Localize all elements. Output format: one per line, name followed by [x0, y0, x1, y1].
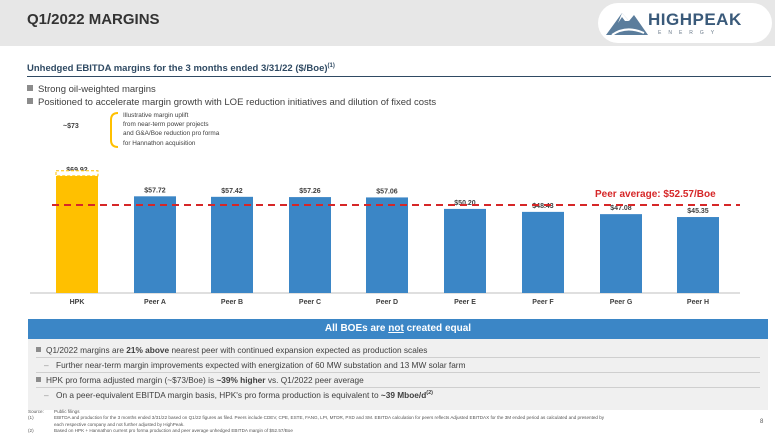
category-label: Peer H: [687, 299, 709, 306]
panel-header-text: All BOEs are: [324, 323, 389, 334]
bullet-square-icon: [27, 85, 33, 91]
data-label: $57.26: [299, 188, 321, 195]
data-label: $50.20: [454, 200, 476, 207]
bullet-square-icon: [36, 347, 41, 352]
pro-forma-uplift-box: [55, 170, 99, 177]
bar-peer-c: [289, 197, 331, 293]
dash-bullet-icon: –: [44, 390, 49, 400]
data-label: $57.06: [376, 188, 398, 195]
subtitle-text: Unhedged EBITDA margins for the 3 months…: [27, 63, 328, 75]
panel-text: vs. Q1/2022 peer average: [265, 375, 364, 385]
footnote: Source: Public filings: [28, 409, 758, 415]
category-label: Peer B: [221, 299, 243, 306]
bar-peer-b: [211, 196, 253, 293]
bar-peer-e: [444, 208, 486, 293]
panel-sub-bullet: – Further near-term margin improvements e…: [36, 360, 465, 370]
category-label: HPK: [70, 299, 85, 306]
panel-emphasis: 21% above: [126, 345, 170, 355]
pro-forma-approx-label: ~$73: [63, 123, 79, 130]
panel-divider: [36, 357, 760, 358]
category-label: Peer A: [144, 299, 166, 306]
annotation-line: for Hannathon acquisition: [123, 139, 196, 147]
panel-text: nearest peer with continued expansion ex…: [169, 345, 428, 355]
panel-bullet: HPK pro forma adjusted margin (~$73/Boe)…: [36, 375, 364, 385]
logo-sub: ENERGY: [658, 30, 722, 36]
bar-peer-g: [600, 214, 642, 293]
uplift-annotation: Illustrative margin uplift from near-ter…: [123, 111, 233, 148]
footnote-text: Public filings: [54, 409, 80, 414]
annotation-line: from near-term power projects: [123, 121, 209, 129]
page-title: Q1/2022 MARGINS: [27, 11, 160, 28]
bar-hpk: [56, 175, 98, 293]
panel-header-underlined: not: [388, 323, 404, 334]
category-label: Peer G: [610, 299, 633, 306]
panel-text: On a peer-equivalent EBITDA margin basis…: [56, 390, 381, 400]
footnote-number: (1): [28, 415, 34, 421]
panel-text: HPK pro forma adjusted margin (~$73/Boe)…: [46, 375, 217, 385]
data-label: $47.08: [610, 205, 632, 212]
panel-header-text: created equal: [403, 323, 472, 334]
bar-peer-d: [366, 197, 408, 293]
panel-bullet: Q1/2022 margins are 21% above nearest pe…: [36, 345, 427, 355]
bullet-1: Strong oil-weighted margins: [27, 84, 156, 95]
footnote: (1) EBITDA and production for the 3 month…: [28, 415, 758, 421]
footnote: (2) Based on HPK + Hannathon current pro …: [28, 428, 758, 434]
data-label: $45.35: [687, 208, 709, 215]
footnote: each respective company and not further …: [28, 422, 758, 428]
bar-peer-h: [677, 217, 719, 293]
data-label: $57.42: [221, 188, 243, 195]
bullet-text: Strong oil-weighted margins: [38, 84, 156, 95]
panel-emphasis: ~39% higher: [216, 375, 266, 385]
company-logo: HIGHPEAK ENERGY: [598, 3, 772, 43]
header-bar: Q1/2022 MARGINS HIGHPEAK ENERGY: [0, 0, 775, 46]
category-label: Peer D: [376, 299, 398, 306]
callout-panel: All BOEs are not created equal Q1/2022 m…: [28, 319, 768, 410]
data-label: $48.43: [532, 203, 554, 210]
annotation-bracket-icon: [110, 112, 119, 148]
footnote-number: Source:: [28, 409, 44, 414]
footnote-text: EBITDA and production for the 3 months e…: [54, 415, 605, 421]
dash-bullet-icon: –: [44, 360, 49, 370]
category-label: Peer C: [299, 299, 321, 306]
bullet-text: Positioned to accelerate margin growth w…: [38, 97, 437, 108]
annotation-line: Illustrative margin uplift: [123, 112, 189, 119]
panel-text: Q1/2022 margins are: [46, 345, 127, 355]
subtitle-note: (1): [327, 63, 335, 69]
bullet-2: Positioned to accelerate margin growth w…: [27, 97, 436, 108]
bullet-square-icon: [27, 98, 33, 104]
peer-average-label: Peer average: $52.57/Boe: [595, 189, 716, 200]
page-number: 8: [760, 419, 764, 425]
mountain-logo-icon: [606, 13, 648, 36]
subtitle-rule: [27, 76, 771, 77]
footnote-number: (2): [28, 427, 34, 433]
panel-emphasis: (2): [426, 390, 434, 397]
bar-peer-f: [522, 211, 564, 293]
bullet-square-icon: [36, 377, 41, 382]
panel-header: All BOEs are not created equal: [28, 319, 768, 339]
chart-subtitle: Unhedged EBITDA margins for the 3 months…: [27, 63, 335, 74]
panel-text: Further near-term margin improvements ex…: [56, 360, 466, 370]
panel-sub-bullet: – On a peer-equivalent EBITDA margin basi…: [36, 390, 433, 400]
logo-word: HIGHPEAK: [648, 10, 742, 29]
footnotes: Source: Public filings (1) EBITDA and prod…: [28, 409, 758, 434]
category-label: Peer E: [454, 299, 476, 306]
panel-emphasis: ~39 Mboe/d: [380, 390, 427, 400]
panel-divider: [36, 387, 760, 388]
category-label: Peer F: [532, 299, 554, 306]
footnote-text: Based on HPK + Hannathon current pro for…: [54, 427, 293, 433]
bar-peer-a: [134, 196, 176, 293]
annotation-line: and G&A/Boe reduction pro forma: [123, 130, 220, 138]
data-label: $57.72: [144, 187, 166, 194]
panel-divider: [36, 372, 760, 373]
footnote-text: each respective company and not further …: [54, 421, 185, 427]
